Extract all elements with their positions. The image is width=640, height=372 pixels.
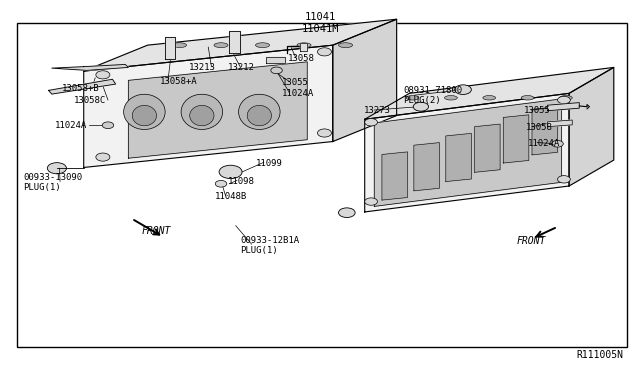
Text: 13055: 13055 [282, 78, 308, 87]
Text: 13058+B: 13058+B [61, 84, 99, 93]
Polygon shape [49, 79, 116, 94]
Ellipse shape [214, 43, 228, 48]
Text: 13058: 13058 [525, 123, 552, 132]
Circle shape [96, 153, 110, 161]
Polygon shape [446, 134, 471, 182]
Ellipse shape [132, 105, 157, 126]
Ellipse shape [255, 43, 269, 48]
Polygon shape [84, 45, 333, 167]
Circle shape [47, 163, 67, 174]
Text: FRONT: FRONT [141, 226, 171, 236]
Polygon shape [547, 103, 579, 111]
Circle shape [271, 67, 282, 74]
Ellipse shape [189, 105, 214, 126]
Circle shape [317, 48, 332, 56]
Circle shape [557, 176, 570, 183]
Text: 11048B: 11048B [214, 192, 247, 201]
Ellipse shape [483, 96, 495, 100]
Circle shape [317, 129, 332, 137]
Circle shape [455, 85, 471, 94]
Polygon shape [414, 142, 440, 191]
Text: 00933-12B1A
PLUG(1): 00933-12B1A PLUG(1) [240, 235, 300, 255]
Text: 13212: 13212 [227, 63, 254, 72]
Text: 13058: 13058 [288, 54, 315, 62]
Circle shape [215, 180, 227, 187]
Polygon shape [129, 62, 307, 158]
Polygon shape [532, 107, 557, 155]
Ellipse shape [181, 94, 223, 129]
Circle shape [96, 71, 110, 79]
Polygon shape [84, 19, 397, 71]
Ellipse shape [124, 94, 165, 129]
Circle shape [102, 122, 114, 129]
Text: 11041
11041M: 11041 11041M [301, 12, 339, 34]
Polygon shape [52, 64, 129, 70]
Ellipse shape [173, 43, 186, 48]
Text: 11098: 11098 [227, 177, 254, 186]
Text: 00933-13090
PLUG(1): 00933-13090 PLUG(1) [23, 173, 82, 192]
Text: 13273: 13273 [364, 106, 390, 115]
FancyBboxPatch shape [17, 23, 627, 347]
Text: 11024A: 11024A [55, 122, 87, 131]
Polygon shape [165, 37, 175, 59]
Polygon shape [374, 99, 561, 206]
Text: 13058+A: 13058+A [161, 77, 198, 86]
Circle shape [413, 102, 429, 111]
Polygon shape [503, 115, 529, 163]
Text: R111005N: R111005N [577, 350, 623, 360]
Circle shape [557, 96, 570, 104]
Polygon shape [333, 19, 397, 141]
Text: 13058C: 13058C [74, 96, 106, 105]
Ellipse shape [239, 94, 280, 129]
Text: FRONT: FRONT [516, 236, 546, 246]
Polygon shape [228, 31, 240, 53]
Text: 11099: 11099 [256, 158, 283, 167]
Polygon shape [474, 124, 500, 172]
Polygon shape [266, 57, 285, 63]
Ellipse shape [339, 43, 353, 48]
Polygon shape [382, 152, 408, 200]
Text: 13213: 13213 [189, 63, 216, 72]
Polygon shape [365, 93, 569, 212]
Ellipse shape [445, 96, 458, 100]
Circle shape [552, 140, 563, 147]
Circle shape [219, 165, 242, 179]
Polygon shape [365, 67, 614, 119]
Polygon shape [547, 120, 572, 127]
Ellipse shape [247, 105, 271, 126]
Text: 11024A: 11024A [527, 139, 560, 148]
Polygon shape [300, 43, 307, 51]
Ellipse shape [521, 96, 534, 100]
Ellipse shape [559, 96, 572, 100]
Ellipse shape [297, 43, 311, 48]
Text: 08931-71800
PLUG(2): 08931-71800 PLUG(2) [403, 86, 462, 105]
Text: 13055: 13055 [524, 106, 551, 115]
Ellipse shape [406, 96, 419, 100]
Circle shape [365, 119, 378, 126]
Text: 11024A: 11024A [282, 89, 314, 98]
Circle shape [365, 198, 378, 205]
Circle shape [339, 208, 355, 218]
Polygon shape [569, 67, 614, 186]
